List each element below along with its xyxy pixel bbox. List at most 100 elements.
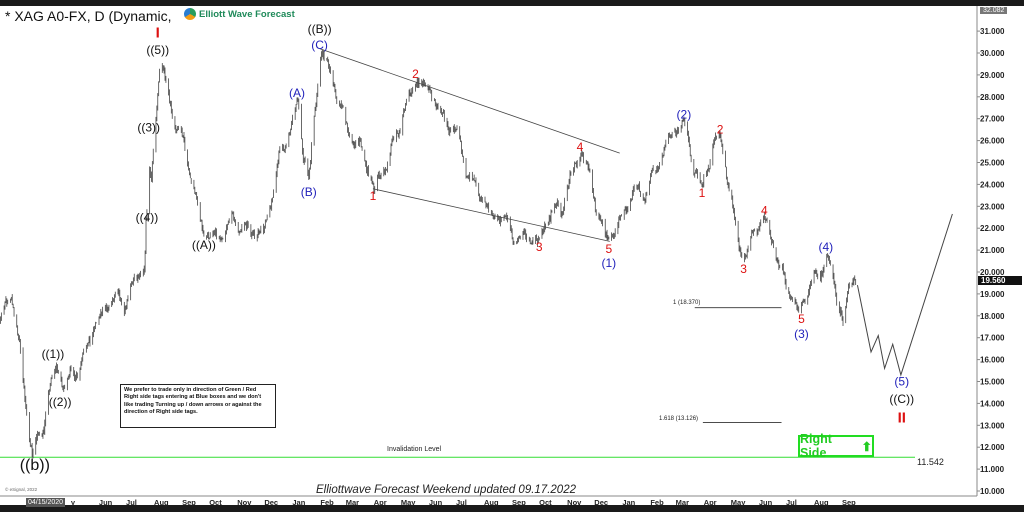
y-tick-label: 26.000 (980, 137, 1005, 146)
wave-label: ((2)) (49, 395, 72, 409)
x-tick-label: Sep (842, 498, 856, 507)
x-tick-label: Oct (539, 498, 552, 507)
y-tick-label: 31.000 (980, 27, 1005, 36)
wave-label: 5 (798, 312, 805, 326)
y-tick-label: 30.000 (980, 49, 1005, 58)
x-tick-label: Oct (209, 498, 222, 507)
top-price-tag: 32.082 (980, 7, 1008, 14)
trading-note: We prefer to trade only in direction of … (120, 384, 276, 428)
wave-label: 2 (412, 67, 419, 81)
wave-label: (5) (894, 375, 909, 389)
x-tick-label: y (71, 498, 76, 507)
x-tick-label: Jul (456, 498, 467, 507)
x-tick-label: Jan (292, 498, 305, 507)
bottom-frame (0, 505, 1024, 512)
copyright: © eSignal, 2022 (5, 487, 38, 492)
footer-text: Elliottwave Forecast Weekend updated 09.… (316, 484, 576, 496)
x-tick-label: Aug (484, 498, 499, 507)
wave-label: 4 (577, 140, 584, 154)
arrow-up-icon: ⬆ (861, 439, 872, 454)
x-tick-label: May (401, 498, 416, 507)
x-tick-label: Jun (429, 498, 443, 507)
wave-label: (B) (301, 185, 317, 199)
x-tick-label: Feb (320, 498, 334, 507)
x-tick-label: Apr (374, 498, 387, 507)
x-tick-label: Sep (182, 498, 196, 507)
y-tick-label: 28.000 (980, 93, 1005, 102)
wave-label: ((4)) (136, 210, 159, 224)
right-side-label: Right Side (800, 432, 832, 460)
wave-label: (1) (602, 256, 617, 270)
x-tick-label: Mar (346, 498, 359, 507)
x-tick-label: Mar (676, 498, 689, 507)
wave-label: ((3)) (137, 120, 160, 134)
x-tick-label: Jun (99, 498, 113, 507)
wave-label: (A) (289, 86, 305, 100)
y-tick-label: 14.000 (980, 399, 1005, 408)
y-tick-label: 15.000 (980, 378, 1005, 387)
x-tick-label: Jun (759, 498, 773, 507)
trendline (319, 48, 620, 154)
wave-label: 1 (699, 186, 706, 200)
x-tick-label: Dec (264, 498, 278, 507)
right-side-tag: Right Side ⬆ (798, 432, 874, 460)
x-tick-label: Jul (126, 498, 137, 507)
x-tick-label: Aug (814, 498, 829, 507)
wave-label: 4 (761, 204, 768, 218)
x-tick-label: Aug (154, 498, 169, 507)
fib-level-1: 1 (18.370) (673, 300, 701, 306)
y-tick-label: 24.000 (980, 180, 1005, 189)
wave-label: 2 (717, 123, 724, 137)
y-tick-label: 13.000 (980, 421, 1005, 430)
wave-label: 3 (740, 262, 747, 276)
y-tick-label: 17.000 (980, 334, 1005, 343)
price-bars (0, 49, 857, 459)
x-tick-label: Jul (786, 498, 797, 507)
trendline (372, 188, 610, 242)
wave-label: 3 (536, 240, 543, 254)
wave-label: (C) (311, 38, 328, 52)
wave-label: ((b)) (20, 457, 50, 474)
date-cursor-tag: 04/15/2020 (26, 498, 66, 507)
logo-icon (184, 8, 196, 20)
wave-label: 1 (370, 189, 377, 203)
y-tick-label: 12.000 (980, 443, 1005, 452)
wave-label: 5 (606, 242, 613, 256)
wave-label: (2) (677, 107, 692, 121)
y-tick-label: 21.000 (980, 246, 1005, 255)
x-tick-label: Feb (650, 498, 664, 507)
y-tick-label: 25.000 (980, 159, 1005, 168)
wave-label: I (156, 24, 160, 41)
projection-path (856, 213, 953, 377)
y-tick-label: 11.000 (980, 465, 1005, 474)
wave-label: II (898, 409, 906, 426)
y-tick-label: 18.000 (980, 312, 1005, 321)
x-tick-label: Dec (594, 498, 608, 507)
y-tick-label: 10.000 (980, 487, 1005, 496)
invalidation-label: Invalidation Level (387, 446, 442, 453)
wave-label: ((B)) (308, 22, 332, 36)
wave-label: ((C)) (889, 392, 914, 406)
x-tick-label: Sep (512, 498, 526, 507)
wave-label: ((A)) (192, 238, 216, 252)
y-tick-label: 22.000 (980, 224, 1005, 233)
y-tick-label: 16.000 (980, 356, 1005, 365)
wave-label: ((1)) (42, 347, 65, 361)
wave-label: ((5)) (146, 43, 169, 57)
logo-text: Elliott Wave Forecast (199, 8, 295, 20)
y-tick-label: 23.000 (980, 202, 1005, 211)
wave-label: (4) (818, 240, 833, 254)
chart-title: * XAG A0-FX, D (Dynamic, (5, 8, 172, 24)
x-tick-label: Apr (704, 498, 717, 507)
x-tick-label: Jan (622, 498, 635, 507)
x-tick-label: May (731, 498, 746, 507)
y-tick-label: 29.000 (980, 71, 1005, 80)
invalidation-value: 11.542 (917, 457, 944, 467)
wave-label: (3) (794, 327, 809, 341)
y-tick-label: 19.000 (980, 290, 1005, 299)
y-tick-label: 20.000 (980, 268, 1005, 277)
fib-level-1618: 1.618 (13.126) (659, 416, 699, 422)
y-tick-label: 27.000 (980, 115, 1005, 124)
x-tick-label: Nov (237, 498, 252, 507)
